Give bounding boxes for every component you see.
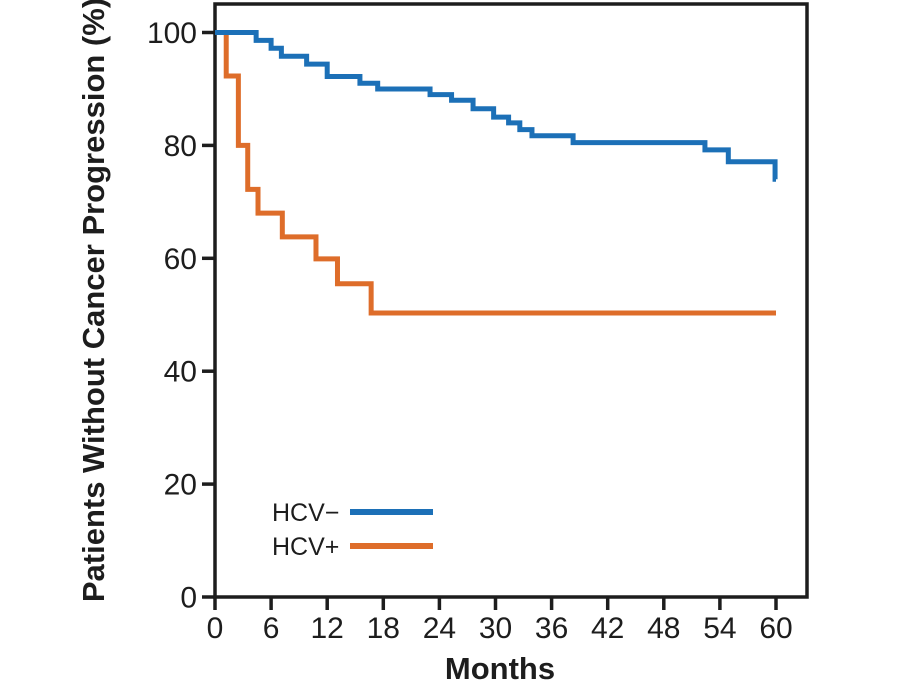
legend: HCV− HCV+: [272, 499, 433, 561]
plot-frame: [213, 2, 809, 599]
y-tick-label: 40: [164, 356, 197, 389]
x-tick-label: 12: [311, 612, 344, 645]
x-tick-label: 24: [423, 612, 456, 645]
legend-label-hcv-positive: HCV+: [272, 533, 339, 561]
x-tick-label: 42: [591, 612, 624, 645]
x-axis-tick-labels: 0 6 12 18 24 30 36 42 48 54 60: [207, 612, 793, 645]
x-tick-label: 54: [703, 612, 736, 645]
x-tick-label: 30: [479, 612, 512, 645]
y-tick-label: 60: [164, 243, 197, 276]
survival-curve-hcv-positive: [215, 30, 776, 316]
survival-curve-hcv-negative: [215, 30, 778, 182]
x-tick-label: 6: [263, 612, 280, 645]
x-tick-label: 60: [759, 612, 792, 645]
x-tick-label: 36: [535, 612, 568, 645]
x-tick-label: 48: [647, 612, 680, 645]
y-tick-label: 20: [164, 469, 197, 502]
survival-curves: [215, 30, 778, 316]
x-axis-ticks: [213, 597, 778, 610]
x-tick-label: 18: [367, 612, 400, 645]
legend-label-hcv-negative: HCV−: [272, 499, 339, 527]
y-tick-label: 100: [147, 17, 197, 50]
y-axis-title: Patients Without Cancer Progression (%): [76, 0, 111, 602]
x-axis-title: Months: [445, 651, 555, 686]
x-tick-label: 0: [207, 612, 224, 645]
y-tick-label: 80: [164, 130, 197, 163]
y-axis-ticks: [202, 30, 215, 599]
y-tick-label: 0: [180, 582, 197, 615]
y-axis-tick-labels: 0 20 40 60 80 100: [147, 17, 197, 615]
